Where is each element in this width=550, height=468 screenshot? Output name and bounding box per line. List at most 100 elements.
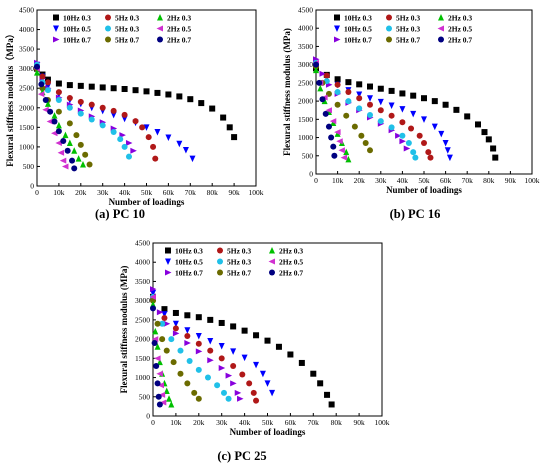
legend-entry: 10Hz 0.5 <box>175 258 203 267</box>
data-point <box>313 61 319 68</box>
data-point <box>264 337 271 344</box>
data-point <box>204 374 211 381</box>
data-point <box>154 343 161 350</box>
y-tick-label: 4000 <box>135 258 150 267</box>
legend-entry: 10Hz 0.5 <box>344 25 372 34</box>
data-point <box>151 339 158 346</box>
data-point <box>51 118 58 125</box>
data-point <box>157 382 165 389</box>
legend-marker <box>165 258 171 265</box>
legend-entry: 10Hz 0.5 <box>63 25 91 34</box>
data-point <box>416 132 423 139</box>
data-point <box>75 155 82 162</box>
data-point <box>362 140 369 147</box>
data-point <box>39 73 46 80</box>
data-point <box>334 76 341 83</box>
data-point <box>388 102 395 109</box>
data-point <box>163 387 170 395</box>
data-point <box>152 155 159 162</box>
data-point <box>156 401 163 408</box>
data-point <box>275 343 282 350</box>
data-point <box>38 81 45 88</box>
y-tick-label: 0 <box>146 412 150 421</box>
data-point <box>405 140 412 147</box>
data-point <box>69 157 76 164</box>
y-tick-label: 4000 <box>298 24 313 33</box>
x-tick-label: 20k <box>75 188 87 197</box>
legend-marker <box>105 25 111 32</box>
data-point <box>99 104 106 111</box>
data-point <box>34 63 40 70</box>
data-point <box>154 89 161 96</box>
x-tick-label: 50k <box>418 176 430 185</box>
legend-marker <box>53 36 60 43</box>
x-axis-label: Number of loadings <box>230 427 306 437</box>
legend-marker <box>269 269 275 276</box>
data-point <box>323 72 330 79</box>
y-axis-label: Flexural stiffness modulus (MPa) <box>119 266 129 394</box>
data-point <box>340 154 348 161</box>
data-point <box>150 297 156 304</box>
data-point <box>125 153 132 160</box>
data-point <box>153 363 160 370</box>
x-tick-label: 70k <box>308 418 320 427</box>
data-point <box>325 107 332 114</box>
data-point <box>287 351 294 358</box>
x-tick-label: 90k <box>228 188 240 197</box>
panel-caption: (a) PC 10 <box>95 207 145 221</box>
data-point <box>316 79 323 86</box>
data-point <box>253 332 260 339</box>
legend-entry: 2Hz 0.3 <box>279 247 303 256</box>
legend-marker <box>156 25 163 32</box>
data-point <box>358 132 365 139</box>
y-tick-label: 1000 <box>298 133 313 142</box>
data-point <box>132 118 139 125</box>
legend-entry: 2Hz 0.3 <box>167 14 191 23</box>
data-point <box>218 355 225 362</box>
x-tick-label: 50k <box>141 188 153 197</box>
x-tick-label: 0 <box>35 188 39 197</box>
data-point <box>77 82 84 89</box>
data-point <box>410 92 417 99</box>
y-tick-label: 2500 <box>135 315 150 324</box>
data-point <box>319 70 326 77</box>
x-tick-label: 40k <box>119 188 131 197</box>
data-point <box>345 155 352 163</box>
data-point <box>331 152 338 159</box>
data-point <box>79 160 86 168</box>
data-point <box>158 391 166 398</box>
data-point <box>195 395 202 402</box>
data-point <box>77 110 84 117</box>
y-tick-label: 1500 <box>298 115 313 124</box>
data-point <box>367 95 373 102</box>
data-point <box>230 323 237 330</box>
data-point <box>237 395 244 402</box>
data-point <box>317 380 324 387</box>
data-point <box>334 89 341 95</box>
data-point <box>66 82 73 89</box>
data-point <box>408 125 415 132</box>
data-point <box>177 347 184 354</box>
data-point <box>61 163 69 170</box>
y-tick-label: 2500 <box>19 84 34 93</box>
legend-entry: 5Hz 0.3 <box>396 14 420 23</box>
data-point <box>110 129 117 136</box>
data-point <box>367 101 373 108</box>
data-point <box>150 305 156 312</box>
legend-marker <box>105 36 111 43</box>
data-point <box>351 123 358 130</box>
data-point <box>121 111 128 118</box>
data-point <box>139 124 146 131</box>
legend-marker <box>438 36 444 43</box>
data-point <box>259 370 266 378</box>
data-point <box>250 389 257 396</box>
data-point <box>177 370 184 377</box>
data-point <box>159 320 166 327</box>
data-point <box>195 340 202 347</box>
data-point <box>150 289 156 297</box>
data-point <box>184 333 191 340</box>
legend-entry: 10Hz 0.3 <box>344 14 372 23</box>
data-point <box>44 100 51 107</box>
data-point <box>121 143 128 150</box>
data-point <box>37 91 45 98</box>
